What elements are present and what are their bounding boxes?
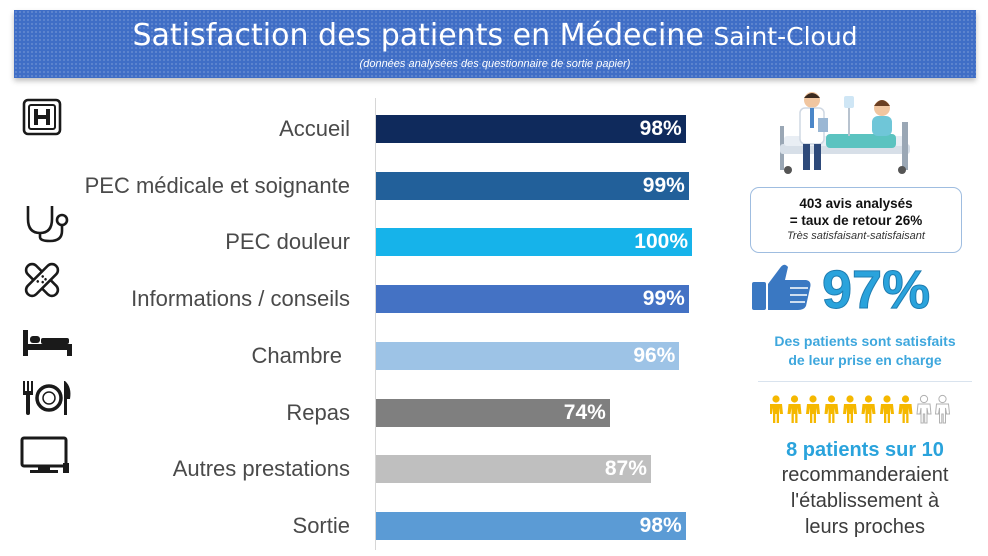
person-filled-icon xyxy=(824,395,839,423)
overall-satisfaction-percent: 97% xyxy=(821,260,931,321)
page-subtitle: (données analysées des questionnaire de … xyxy=(359,58,631,70)
category-label: Sortie xyxy=(292,512,350,538)
person-filled-icon xyxy=(843,395,857,423)
bar: 99% xyxy=(376,285,689,314)
person-filled-icon xyxy=(880,395,894,423)
recommendation-headline: 8 patients sur 10 xyxy=(786,439,944,461)
recommendation-line2: l'établissement à xyxy=(790,490,940,512)
category-label: Autres prestations xyxy=(172,456,350,482)
bar: 87% xyxy=(376,455,651,484)
bar-value-label: 96% xyxy=(633,343,676,367)
category-label: Accueil xyxy=(279,116,350,141)
divider xyxy=(758,381,972,382)
satisfaction-caption-line1: Des patients sont satisfaits xyxy=(774,333,956,349)
thumbs-up-icon xyxy=(750,262,814,312)
bar: 98% xyxy=(376,115,686,143)
bar: 96% xyxy=(376,341,680,370)
bar-value-label: 98% xyxy=(639,117,682,140)
page-title: Satisfaction des patients en Médecine Sa… xyxy=(14,19,976,54)
person-filled-icon xyxy=(787,395,802,423)
satisfaction-caption: Des patients sont satisfaits de leur pri… xyxy=(752,332,978,370)
tv-icon xyxy=(20,435,72,475)
bar: 98% xyxy=(376,511,686,540)
responses-count: 403 avis analysés xyxy=(799,196,913,211)
category-label: Repas xyxy=(286,399,350,425)
satisfaction-scale: Très satisfaisant-satisfaisant xyxy=(787,230,925,242)
bar-value-label: 100% xyxy=(634,230,688,254)
bar: 99% xyxy=(376,171,689,200)
person-outline-icon xyxy=(934,394,951,424)
category-label: PEC douleur xyxy=(225,229,350,255)
title-place: Saint-Cloud xyxy=(713,22,858,51)
doctor-patient-illustration xyxy=(774,86,924,178)
category-label: Chambre xyxy=(251,342,342,368)
bandage-icon xyxy=(20,260,72,300)
bar-value-label: 87% xyxy=(604,457,647,481)
recommendation-line1: recommanderaient xyxy=(781,464,949,486)
category-label: PEC médicale et soignante xyxy=(84,172,350,198)
person-filled-icon xyxy=(769,395,783,423)
recommendation-people-icons xyxy=(769,394,960,424)
person-filled-icon xyxy=(898,395,913,423)
person-outline-icon xyxy=(916,394,932,424)
hospital-icon xyxy=(20,97,72,137)
response-rate: = taux de retour 26% xyxy=(789,213,923,228)
person-filled-icon xyxy=(861,395,876,423)
cutlery-icon xyxy=(20,377,72,417)
bed-icon xyxy=(20,322,72,362)
bar: 100% xyxy=(376,228,692,257)
header-banner: Satisfaction des patients en Médecine Sa… xyxy=(14,10,976,78)
bar-value-label: 99% xyxy=(642,287,685,311)
recommendation-text: recommanderaient l'établissement à leurs… xyxy=(752,462,978,540)
bar-value-label: 99% xyxy=(642,173,685,197)
satisfaction-caption-line2: de leur prise en charge xyxy=(788,352,942,368)
category-label: Informations / conseils xyxy=(131,286,350,312)
recommendation-line3: leurs proches xyxy=(804,516,926,538)
responses-info-box: 403 avis analysés = taux de retour 26% T… xyxy=(750,187,962,253)
bar: 74% xyxy=(376,398,610,427)
stethoscope-icon xyxy=(20,203,72,243)
person-filled-icon xyxy=(806,395,820,423)
chart-axis-line xyxy=(375,98,376,550)
bar-value-label: 74% xyxy=(563,400,606,424)
title-main: Satisfaction des patients en Médecine xyxy=(132,18,704,53)
bar-value-label: 98% xyxy=(639,513,682,537)
